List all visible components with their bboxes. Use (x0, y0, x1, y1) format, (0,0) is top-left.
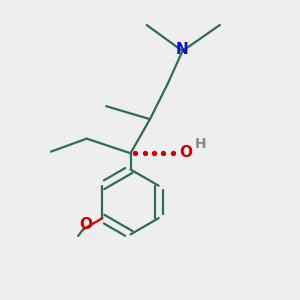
Text: O: O (179, 145, 192, 160)
Text: H: H (194, 137, 206, 151)
Text: N: N (176, 42, 189, 57)
Text: O: O (80, 217, 93, 232)
